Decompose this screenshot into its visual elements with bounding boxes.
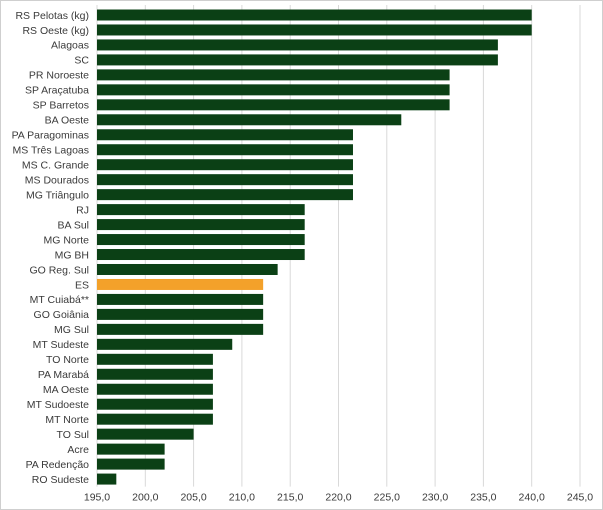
bar: [97, 24, 532, 36]
bar: [97, 458, 165, 470]
category-label: RJ: [76, 204, 89, 216]
x-tick-label: 210,0: [229, 492, 255, 504]
bar: [97, 39, 498, 51]
category-label: PA Redenção: [26, 459, 90, 471]
bar: [97, 129, 353, 141]
bar: [97, 338, 233, 350]
bar: [97, 54, 498, 66]
bar: [97, 189, 353, 201]
bar: [97, 159, 353, 171]
category-label: BA Sul: [57, 219, 89, 231]
category-label: MT Sudoeste: [27, 399, 89, 411]
x-tick-label: 200,0: [132, 492, 158, 504]
category-label: RO Sudeste: [32, 474, 89, 486]
category-label: SP Araçatuba: [25, 85, 89, 97]
category-label: PR Noroeste: [29, 70, 89, 82]
category-label: MG Sul: [54, 324, 89, 336]
category-label: RS Oeste (kg): [22, 25, 89, 37]
bar: [97, 174, 353, 186]
category-label: SP Barretos: [33, 100, 89, 112]
category-label: MT Cuiabá**: [30, 294, 89, 306]
x-tick-label: 235,0: [470, 492, 496, 504]
bar: [97, 473, 117, 485]
bar: [97, 99, 450, 111]
bar: [97, 69, 450, 81]
category-label: PA Marabá: [38, 369, 89, 381]
x-tick-label: 245,0: [567, 492, 593, 504]
bar: [97, 263, 278, 275]
bar: [97, 204, 305, 216]
bar: [97, 219, 305, 231]
category-labels: RS Pelotas (kg) RS Oeste (kg) Alagoas SC PR …: [12, 10, 90, 486]
category-label: MS Dourados: [25, 174, 89, 186]
x-tick-label: 230,0: [422, 492, 448, 504]
bar: [97, 413, 213, 425]
bar: [97, 353, 213, 365]
x-tick-label: 195,0: [84, 492, 110, 504]
bar: [97, 114, 402, 126]
bar: [97, 428, 194, 440]
bar: [97, 9, 532, 21]
category-label: MS Três Lagoas: [13, 145, 89, 157]
category-label: MT Sudeste: [33, 339, 90, 351]
bar: [97, 278, 264, 290]
x-tick-label: 240,0: [519, 492, 545, 504]
category-label: MS C. Grande: [22, 160, 89, 172]
category-label: GO Reg. Sul: [29, 264, 89, 276]
category-label: RS Pelotas (kg): [15, 10, 89, 22]
category-label: SC: [74, 55, 89, 67]
category-label: PA Paragominas: [12, 130, 89, 142]
x-tick-label: 225,0: [374, 492, 400, 504]
x-tick-label: 205,0: [180, 492, 206, 504]
bar: [97, 293, 264, 305]
bar: [97, 249, 305, 261]
x-tick-label: 215,0: [277, 492, 303, 504]
bar: [97, 368, 213, 380]
bar: [97, 84, 450, 96]
category-label: ES: [75, 279, 89, 291]
category-label: TO Norte: [46, 354, 89, 366]
category-label: BA Oeste: [45, 115, 90, 127]
bar: [97, 323, 264, 335]
category-label: Alagoas: [51, 40, 89, 52]
category-label: MG Triângulo: [26, 189, 89, 201]
category-label: TO Sul: [57, 429, 89, 441]
category-label: MT Norte: [45, 414, 89, 426]
bar: [97, 398, 213, 410]
category-label: MG Norte: [43, 234, 89, 246]
bar: [97, 383, 213, 395]
bar: [97, 144, 353, 156]
bars: [97, 9, 532, 485]
category-label: GO Goiânia: [34, 309, 90, 321]
bar: [97, 308, 264, 320]
category-label: Acre: [67, 444, 89, 456]
x-axis-ticks: 195,0 200,0 205,0 210,0 215,0 220,0 225,0 230,0…: [84, 492, 593, 504]
category-label: MG BH: [55, 249, 89, 261]
bar: [97, 234, 305, 246]
bar: [97, 443, 165, 455]
category-label: MA Oeste: [43, 384, 89, 396]
x-tick-label: 220,0: [325, 492, 351, 504]
